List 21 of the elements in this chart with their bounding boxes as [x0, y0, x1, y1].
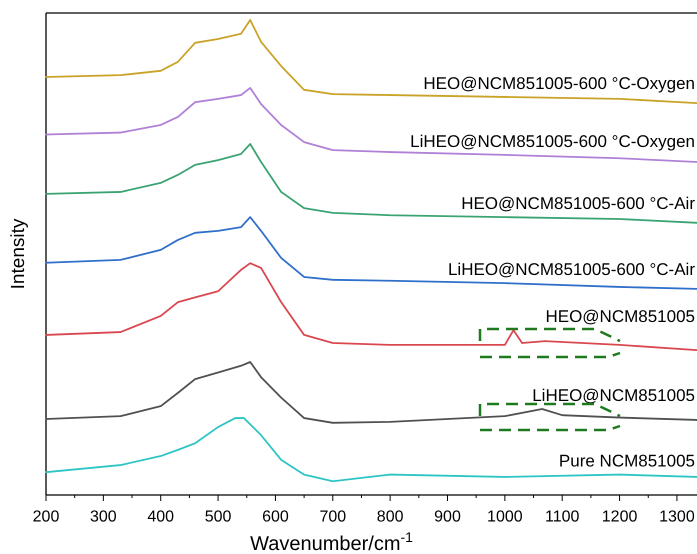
x-tick-label: 1200	[602, 508, 638, 526]
x-tick-label: 600	[262, 508, 289, 526]
x-tick-label: 1100	[545, 508, 580, 526]
series-label: LiHEO@NCM851005	[532, 386, 695, 406]
series-label: HEO@NCM851005-600 °C-Oxygen	[423, 74, 695, 93]
series-label: LiHEO@NCM851005-600 °C-Air	[448, 260, 696, 280]
x-tick-label: 1000	[487, 508, 523, 526]
series-label: HEO@NCM851005-600 °C-Air	[461, 194, 696, 214]
x-tick-label: 800	[376, 508, 404, 526]
x-tick-label: 200	[32, 508, 60, 526]
series-label: HEO@NCM851005	[545, 307, 695, 326]
x-tick-label: 400	[147, 508, 174, 526]
x-tick-label: 500	[204, 508, 232, 526]
series-label: LiHEO@NCM851005-600 °C-Oxygen	[410, 132, 695, 151]
x-tick-label: 700	[319, 508, 346, 526]
x-tick-label: 900	[434, 508, 461, 526]
x-tick-label: 300	[90, 508, 117, 526]
x-axis-title: Wavenumber/cm$^{-1}$	[250, 529, 414, 554]
series-label: Pure NCM851005	[558, 452, 695, 471]
x-tick-label: 1300	[659, 508, 695, 526]
y-axis-title: Intensity	[8, 218, 29, 290]
